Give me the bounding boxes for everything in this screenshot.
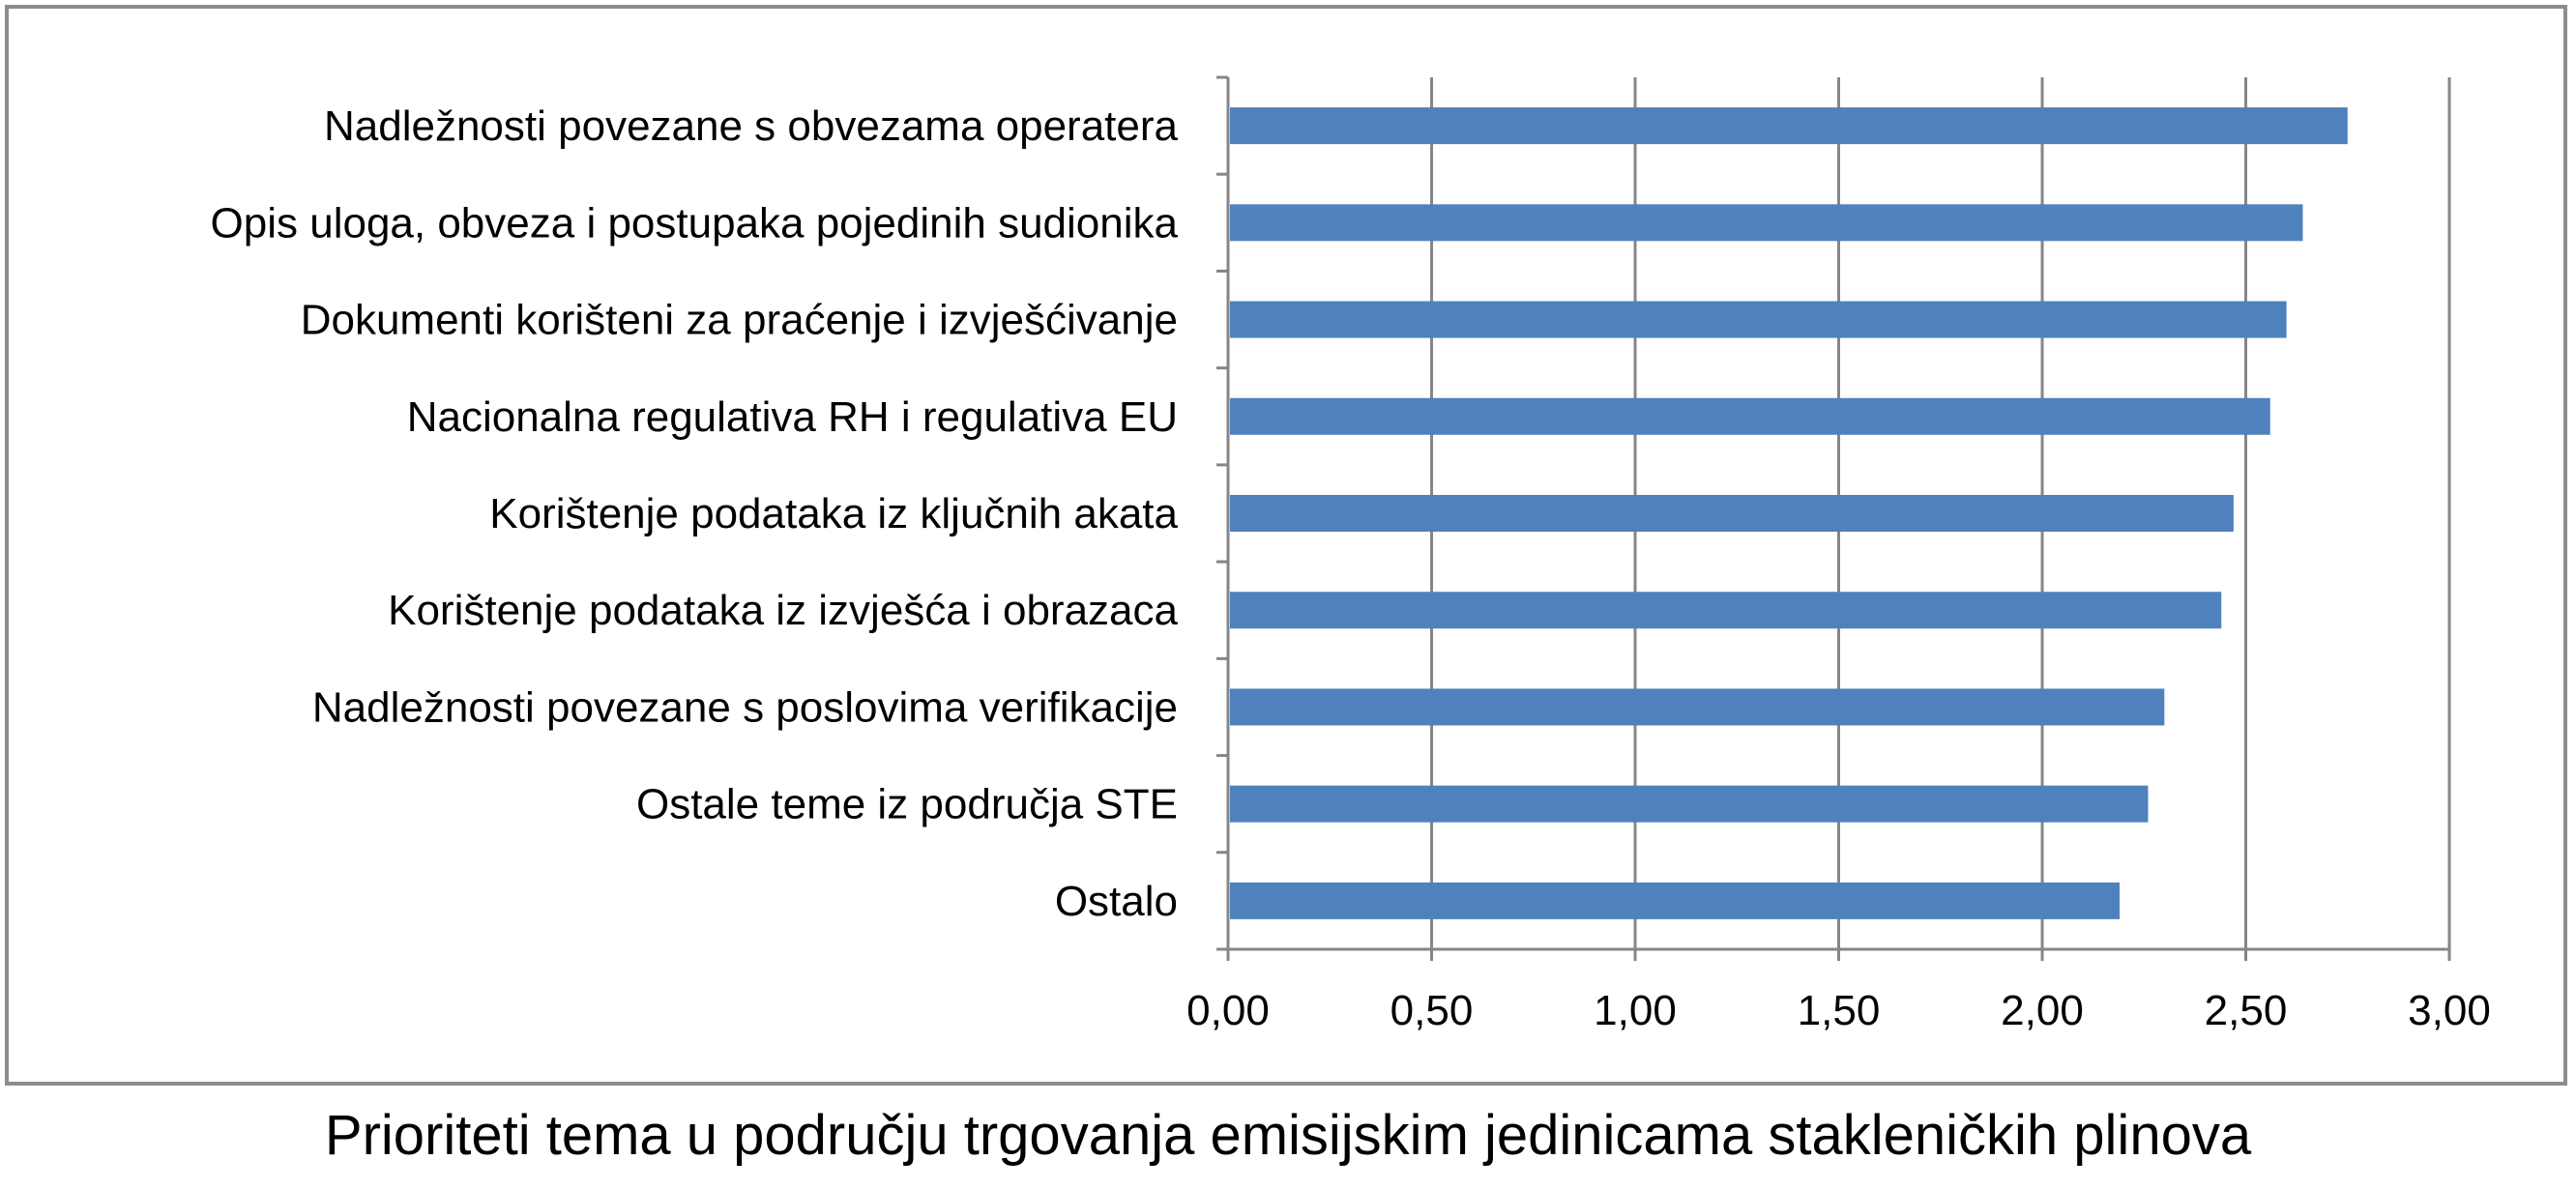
x-tick-label: 2,50 — [2205, 987, 2288, 1034]
category-label: Ostalo — [1055, 878, 1178, 925]
bar — [1230, 204, 2303, 242]
bar — [1230, 301, 2287, 338]
x-tick-label: 2,00 — [2001, 987, 2084, 1034]
bar — [1230, 495, 2234, 532]
bar — [1230, 688, 2165, 726]
x-tick-label: 1,50 — [1798, 987, 1881, 1034]
bar — [1230, 107, 2348, 145]
bar — [1230, 882, 2120, 919]
x-tick-label: 1,00 — [1594, 987, 1677, 1034]
category-label: Nadležnosti povezane s obvezama operater… — [324, 102, 1179, 150]
category-label: Ostale teme iz područja STE — [636, 781, 1178, 828]
category-label: Dokumenti korišteni za praćenje i izvješ… — [301, 297, 1178, 344]
category-label: Korištenje podataka iz izvješća i obraza… — [388, 587, 1178, 634]
x-tick-label: 3,00 — [2408, 987, 2491, 1034]
category-label: Nacionalna regulativa RH i regulativa EU — [407, 393, 1178, 441]
category-label: Opis uloga, obveza i postupaka pojedinih… — [211, 199, 1179, 246]
bar — [1230, 397, 2270, 435]
category-label: Nadležnosti povezane s poslovima verifik… — [312, 683, 1178, 731]
x-tick-label: 0,00 — [1186, 987, 1270, 1034]
chart-title: Prioriteti tema u području trgovanja emi… — [324, 1104, 2252, 1167]
bar — [1230, 785, 2149, 823]
category-label: Korištenje podataka iz ključnih akata — [489, 490, 1178, 537]
bar-chart: Nadležnosti povezane s obvezama operater… — [211, 75, 2491, 1034]
x-tick-label: 0,50 — [1390, 987, 1474, 1034]
bar — [1230, 592, 2222, 629]
